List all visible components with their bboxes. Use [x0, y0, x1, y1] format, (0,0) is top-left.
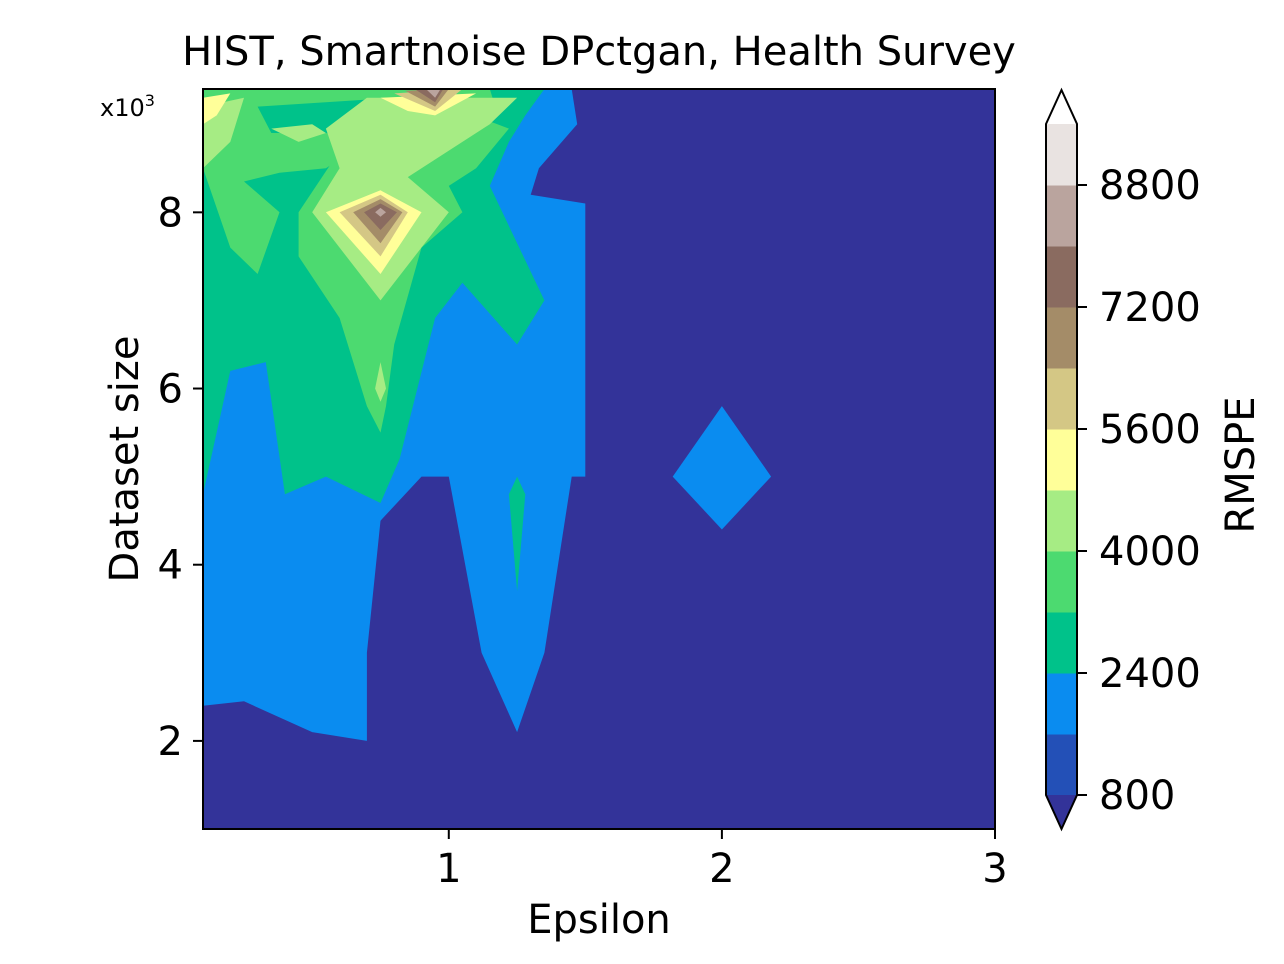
- y-multiplier-base: x10: [100, 94, 145, 122]
- colorbar-band: [1046, 185, 1077, 247]
- colorbar-band: [1046, 429, 1077, 491]
- y-axis-label: Dataset size: [102, 336, 148, 583]
- chart-title: HIST, Smartnoise DPctgan, Health Survey: [182, 29, 1016, 75]
- colorbar-band: [1046, 551, 1077, 613]
- contour-region-9: [271, 124, 326, 142]
- colorbar-band: [1046, 368, 1077, 430]
- colorbar-extend-min: [1046, 795, 1077, 829]
- contour-region-21: [426, 89, 441, 98]
- colorbar-tick-label: 800: [1099, 773, 1175, 819]
- colorbar-band: [1046, 124, 1077, 186]
- colorbar-band: [1046, 612, 1077, 674]
- colorbar-band: [1046, 734, 1077, 796]
- y-tick-label: 4: [158, 543, 183, 589]
- colorbar: 800 2400 4000 5600 7200 8800: [1045, 87, 1201, 832]
- y-tick-label: 8: [158, 190, 183, 236]
- y-tick-label: 2: [158, 719, 183, 765]
- y-multiplier-exponent: 3: [145, 91, 155, 110]
- colorbar-tick-label: 7200: [1099, 285, 1201, 331]
- plot-frame: [202, 88, 996, 830]
- colorbar-tick-label: 4000: [1099, 529, 1201, 575]
- contour-region-18: [364, 203, 397, 230]
- y-axis-multiplier: x103: [100, 91, 155, 122]
- colorbar-band: [1046, 307, 1077, 369]
- colorbar-tick-label: 2400: [1099, 651, 1201, 697]
- y-tick-label: 6: [158, 367, 183, 413]
- colorbar-extend-max: [1046, 90, 1077, 124]
- contour-regions: [203, 89, 772, 741]
- x-tick-label: 3: [982, 846, 1007, 892]
- x-axis: 1 2 3: [436, 829, 1008, 892]
- contour-region-10: [375, 362, 386, 402]
- x-tick-label: 2: [709, 846, 734, 892]
- x-axis-label: Epsilon: [527, 897, 671, 943]
- colorbar-band: [1046, 673, 1077, 735]
- contour-region-3: [508, 476, 526, 592]
- colorbar-tick-label: 5600: [1099, 407, 1201, 453]
- contour-region-11: [203, 93, 231, 125]
- colorbar-band: [1046, 490, 1077, 552]
- y-axis: 2 4 6 8: [158, 190, 203, 765]
- contour-region-20: [375, 207, 386, 217]
- colorbar-tick-label: 8800: [1099, 163, 1201, 209]
- colorbar-band: [1046, 246, 1077, 308]
- contour-region-1: [672, 406, 772, 530]
- colorbar-label: RMSPE: [1218, 396, 1264, 533]
- x-tick-label: 1: [436, 846, 461, 892]
- contour-region-4: [203, 89, 498, 274]
